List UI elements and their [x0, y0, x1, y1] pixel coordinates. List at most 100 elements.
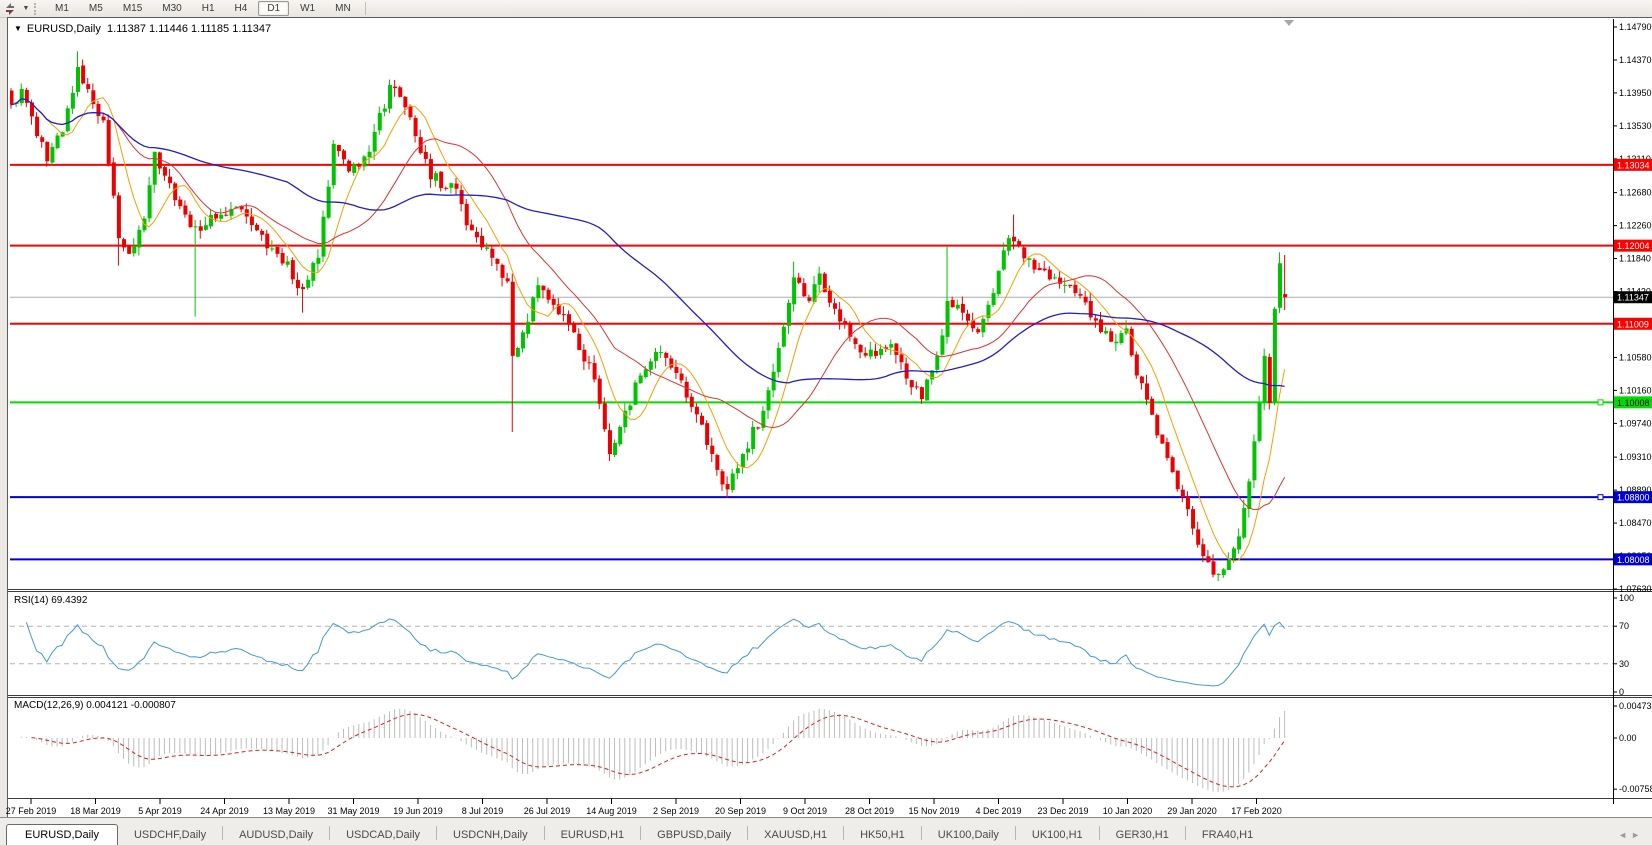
- timeframe-button-m30[interactable]: M30: [162, 3, 182, 14]
- chart-tab-audusd-daily[interactable]: AUDUSD,Daily: [239, 829, 314, 841]
- scroll-right-icon[interactable]: ►: [1631, 830, 1644, 840]
- rsi-scale-label: 70: [1619, 621, 1629, 631]
- timeframe-button-m15[interactable]: M15: [122, 3, 143, 14]
- date-tick-label: 20 Sep 2019: [715, 806, 766, 816]
- moving-average-line-55: [10, 98, 1285, 387]
- chart-tab-gbpusd-daily[interactable]: GBPUSD,Daily: [657, 829, 732, 841]
- date-tick-label: 31 May 2019: [327, 806, 379, 816]
- date-tick-label: 13 May 2019: [263, 806, 315, 816]
- line-drag-handle[interactable]: [1597, 399, 1604, 406]
- date-tick-label: 4 Dec 2019: [975, 806, 1021, 816]
- date-tick-label: 19 Jun 2019: [393, 806, 443, 816]
- price-level-badge: [1614, 317, 1652, 330]
- chart-window[interactable]: 1.147901.143701.139501.135301.131101.126…: [6, 17, 1652, 818]
- price-tick-label: 1.14370: [1619, 55, 1652, 65]
- chart-tab-ger30-h1[interactable]: GER30,H1: [1115, 829, 1169, 841]
- date-axis[interactable]: 27 Feb 2019 18 Mar 2019 5 Apr 2019 24 Apr 2…: [6, 798, 1282, 817]
- date-tick-label: 27 Feb 2019: [6, 806, 57, 816]
- date-tick-label: 28 Oct 2019: [845, 806, 894, 816]
- price-tick-label: 1.10160: [1619, 385, 1652, 395]
- tab-scroll-arrows[interactable]: ◄►: [1618, 830, 1652, 840]
- price-level-badge-text: 1.11009: [1617, 319, 1649, 329]
- sync-diagonal-arrows-icon: [6, 2, 14, 15]
- chart-tab-eurusd-daily[interactable]: EURUSD,Daily: [6, 824, 118, 845]
- chart-tab-fra40-h1[interactable]: FRA40,H1: [1201, 829, 1254, 841]
- timeframe-button-h1[interactable]: H1: [201, 3, 215, 14]
- price-level-badge-text: 1.10008: [1617, 398, 1650, 408]
- chevron-down-icon[interactable]: ▼: [22, 5, 30, 12]
- chart-tab-xauusd-h1[interactable]: XAUUSD,H1: [764, 829, 828, 841]
- price-tick-label: 1.08890: [1619, 485, 1652, 495]
- rsi-line: [25, 618, 1286, 687]
- timeframe-button-mn[interactable]: MN: [335, 3, 351, 14]
- timeframe-button-d1[interactable]: D1: [258, 1, 290, 16]
- rsi-plot[interactable]: [10, 618, 1613, 687]
- date-tick-label: 24 Apr 2019: [200, 806, 249, 816]
- price-tick-label: 1.13950: [1619, 88, 1652, 98]
- price-tick-label: 1.07630: [1619, 584, 1652, 594]
- chart-menu-triangle-icon[interactable]: ▼: [14, 24, 22, 33]
- date-tick-label: 18 Mar 2019: [70, 806, 121, 816]
- date-tick-label: 8 Jul 2019: [462, 806, 504, 816]
- price-level-badge-text: 1.08800: [1617, 493, 1650, 503]
- macd-indicator-label: MACD(12,26,9) 0.004121 -0.000807: [14, 700, 176, 711]
- price-tick-label: 1.08470: [1619, 518, 1652, 528]
- price-tick-label: 1.11840: [1619, 254, 1651, 264]
- tab-separator: [1014, 826, 1016, 840]
- price-tick-label: 1.10580: [1619, 352, 1652, 362]
- price-tick-label: 1.09310: [1619, 452, 1652, 462]
- tab-separator: [1098, 826, 1100, 840]
- macd-scale-label: 0.004738: [1619, 701, 1652, 711]
- moving-average-line-21: [10, 98, 1286, 511]
- main-price-plot[interactable]: [10, 51, 1614, 582]
- price-level-badge-text: 1.13034: [1617, 160, 1650, 170]
- chart-mode-icon[interactable]: [0, 1, 20, 16]
- chart-tab-eurusd-h1[interactable]: EURUSD,H1: [560, 829, 625, 841]
- rsi-indicator-label: RSI(14) 69.4392: [14, 595, 88, 606]
- tab-separator: [640, 826, 642, 840]
- price-axis[interactable]: 1.147901.143701.139501.135301.131101.126…: [1613, 22, 1652, 594]
- scroll-left-icon[interactable]: ◄: [1618, 830, 1632, 840]
- chart-tab-usdchf-daily[interactable]: USDCHF,Daily: [133, 829, 207, 841]
- date-tick-label: 2 Sep 2019: [653, 806, 699, 816]
- tab-separator: [843, 826, 845, 840]
- price-tick-label: 1.13530: [1619, 121, 1652, 131]
- chart-tab-uk100-daily[interactable]: UK100,Daily: [937, 829, 999, 841]
- price-level-badge: [1614, 396, 1652, 409]
- chart-tab-hk50-h1[interactable]: HK50,H1: [860, 829, 905, 841]
- timeframe-button-w1[interactable]: W1: [300, 3, 316, 14]
- price-level-badge-text: 1.08008: [1617, 555, 1650, 565]
- line-drag-handle[interactable]: [1597, 494, 1604, 501]
- candlestick-series: [10, 51, 1288, 582]
- timeframe-button-h4[interactable]: H4: [234, 3, 248, 14]
- chart-shift-triangle-icon[interactable]: [1284, 20, 1294, 26]
- timeframe-button-m1[interactable]: M1: [55, 3, 69, 14]
- rsi-scale-label: 100: [1619, 593, 1634, 603]
- chart-tab-usdcnh-daily[interactable]: USDCNH,Daily: [453, 829, 528, 841]
- tab-separator: [543, 826, 545, 840]
- price-tick-label: 1.09740: [1619, 418, 1652, 428]
- timeframe-button-m5[interactable]: M5: [88, 3, 103, 14]
- price-level-badge: [1614, 291, 1652, 304]
- date-tick-label: 15 Nov 2019: [908, 806, 959, 816]
- tab-separator: [747, 826, 749, 840]
- chart-tab-bar: EURUSD,Daily USDCHF,Daily AUDUSD,Daily USDC…: [0, 817, 1652, 845]
- price-level-badge: [1614, 158, 1652, 171]
- date-tick-label: 10 Jan 2020: [1103, 806, 1153, 816]
- chart-tab-usdcad-daily[interactable]: USDCAD,Daily: [346, 829, 421, 841]
- chart-symbol-period: EURUSD,Daily: [26, 23, 101, 35]
- date-tick-label: 23 Dec 2019: [1037, 806, 1088, 816]
- price-level-badge: [1614, 491, 1652, 504]
- chart-tab-uk100-h1[interactable]: UK100,H1: [1031, 829, 1083, 841]
- price-level-badge: [1614, 553, 1652, 566]
- price-level-badge: [1614, 239, 1652, 252]
- macd-histogram[interactable]: [20, 708, 1286, 793]
- macd-scale-label: -0.00758: [1619, 784, 1652, 794]
- price-tick-label: 1.14790: [1619, 22, 1652, 32]
- price-level-badge-text: 1.12004: [1617, 241, 1650, 251]
- tab-separator: [1184, 826, 1186, 840]
- date-tick-label: 5 Apr 2019: [138, 806, 182, 816]
- tab-separator: [436, 826, 438, 840]
